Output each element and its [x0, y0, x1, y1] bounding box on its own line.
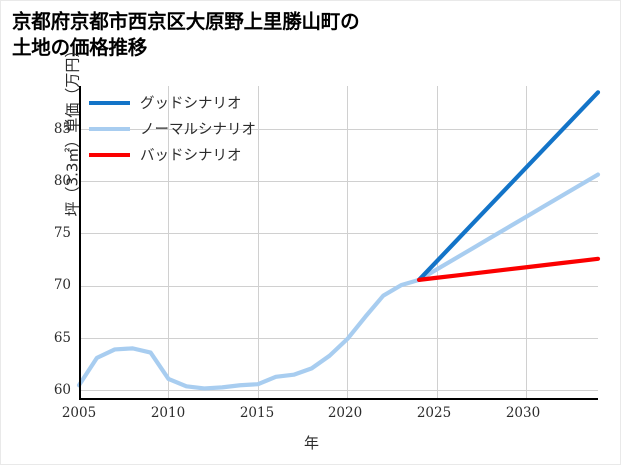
- gridline-y-60: [79, 390, 598, 391]
- series-line-good: [416, 90, 601, 282]
- gridline-x-2030: [526, 86, 527, 400]
- page-title: 京都府京都市西京区大原野上里勝山町の 土地の価格推移: [12, 10, 360, 59]
- chart-legend: グッドシナリオ ノーマルシナリオ バッドシナリオ: [89, 91, 319, 169]
- legend-item-good: グッドシナリオ: [89, 91, 319, 117]
- y-tick-70: 70: [53, 277, 71, 293]
- gridline-x-2020: [347, 86, 348, 400]
- plot-frame: [79, 86, 598, 400]
- x-tick-2010: 2010: [150, 405, 186, 421]
- legend-swatch-normal: [89, 127, 130, 131]
- legend-label-normal: ノーマルシナリオ: [140, 122, 256, 138]
- gridline-y-85: [79, 129, 598, 130]
- legend-label-bad: バッドシナリオ: [140, 148, 242, 164]
- x-axis-title: 年: [303, 434, 319, 452]
- gridline-x-2010: [168, 86, 169, 400]
- y-tick-65: 65: [53, 330, 71, 346]
- x-tick-2030: 2030: [505, 405, 541, 421]
- x-tick-2015: 2015: [239, 405, 275, 421]
- gridline-y-75: [79, 233, 598, 234]
- legend-label-good: グッドシナリオ: [140, 96, 242, 112]
- chart-lines: [76, 90, 601, 391]
- legend-item-normal: ノーマルシナリオ: [89, 117, 319, 143]
- y-tick-75: 75: [53, 225, 71, 241]
- gridline-y-65: [79, 338, 598, 339]
- x-tick-2005: 2005: [61, 405, 97, 421]
- y-tick-80: 80: [53, 173, 71, 189]
- series-line-normal: [76, 172, 601, 391]
- y-tick-60: 60: [53, 382, 71, 398]
- gridline-y-70: [79, 286, 598, 287]
- x-tick-2020: 2020: [327, 405, 363, 421]
- legend-swatch-good: [89, 101, 130, 105]
- series-line-bad: [416, 256, 601, 282]
- legend-swatch-bad: [89, 153, 130, 157]
- gridline-y-80: [79, 181, 598, 182]
- gridline-x-2025: [437, 86, 438, 400]
- x-tick-2025: 2025: [416, 405, 452, 421]
- gridline-x-2015: [258, 86, 259, 400]
- legend-item-bad: バッドシナリオ: [89, 143, 319, 169]
- y-tick-85: 85: [53, 121, 71, 137]
- plot-area: [76, 86, 601, 400]
